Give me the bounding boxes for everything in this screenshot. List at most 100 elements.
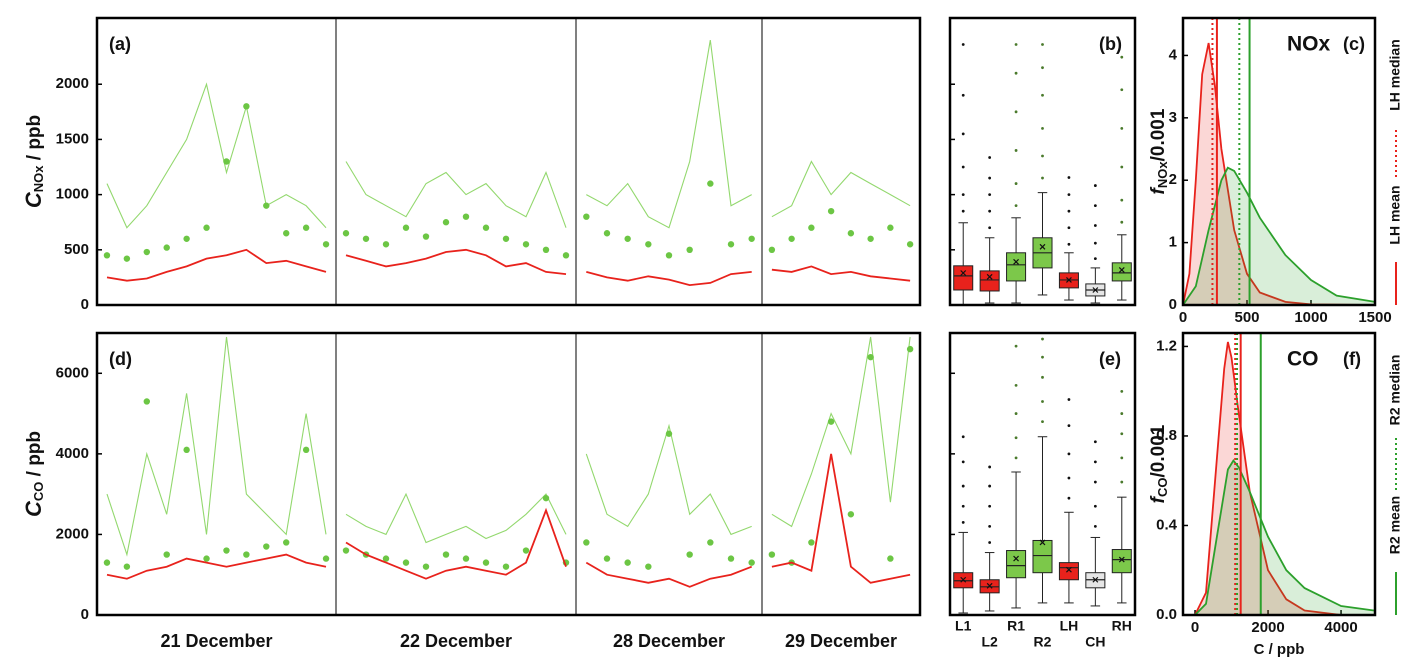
series-line: [106, 553, 327, 580]
data-point: [362, 235, 370, 242]
outlier: [1014, 43, 1018, 46]
outlier: [988, 504, 992, 508]
y-label-unit: /0.001: [1148, 108, 1169, 161]
y-label-symbol: f: [1148, 186, 1169, 194]
data-point: [788, 235, 795, 242]
outlier: [1093, 241, 1097, 245]
density-curve: [1194, 459, 1375, 616]
category-label: R2: [1034, 634, 1052, 650]
data-point: [583, 213, 590, 220]
outlier: [1041, 375, 1044, 379]
data-point: [542, 246, 550, 254]
data-point: [707, 180, 714, 187]
y-tick-label: 4: [1169, 46, 1178, 63]
outlier: [1014, 149, 1018, 152]
box: [1058, 562, 1079, 581]
outlier: [1067, 176, 1071, 179]
data-point: [342, 230, 350, 237]
data-point: [847, 230, 855, 237]
outlier: [1093, 440, 1097, 444]
series-line: [345, 161, 567, 228]
outlier: [961, 193, 965, 197]
y-axis-label: CCO / ppb: [21, 431, 47, 517]
outlier: [1014, 436, 1018, 440]
outlier: [1041, 93, 1044, 97]
data-point: [522, 547, 530, 554]
data-point: [645, 241, 652, 248]
outlier: [1120, 220, 1124, 224]
data-point: [665, 252, 673, 259]
mean-marker: [1013, 555, 1019, 562]
data-point: [143, 248, 150, 256]
panel-frame: [95, 16, 922, 307]
outlier: [1041, 400, 1044, 403]
outlier: [1014, 182, 1018, 185]
outlier: [1120, 480, 1124, 484]
data-point: [542, 494, 550, 502]
mean-marker: [1118, 266, 1125, 273]
mean-marker: [1066, 277, 1072, 283]
y-tick-label: 0.0: [1156, 606, 1177, 623]
data-point: [827, 418, 835, 425]
panel-label: (f): [1343, 349, 1361, 369]
series-line: [585, 423, 752, 536]
category-label: CH: [1085, 634, 1105, 650]
data-point: [143, 398, 150, 405]
box: [953, 265, 974, 291]
outlier: [1120, 55, 1124, 59]
data-point: [442, 551, 450, 558]
y-tick-label: 2000: [56, 75, 89, 92]
data-point: [322, 555, 330, 562]
panel-frame: [948, 331, 1137, 617]
outlier: [1120, 165, 1124, 169]
outlier: [1014, 71, 1018, 75]
outlier: [1093, 257, 1097, 261]
data-point: [665, 430, 673, 437]
mean-marker: [1118, 556, 1125, 563]
outlier: [988, 193, 992, 197]
box: [1111, 262, 1132, 282]
outlier: [1067, 424, 1071, 428]
data-point: [867, 235, 874, 242]
series-line: [771, 453, 911, 584]
data-point: [603, 230, 611, 237]
panel-label: (d): [109, 349, 132, 369]
outlier: [1120, 456, 1124, 460]
outlier: [988, 524, 992, 528]
day-label: 28 December: [613, 631, 725, 651]
outlier: [961, 43, 965, 46]
data-point: [887, 224, 894, 231]
y-tick-label: 1.2: [1156, 337, 1177, 354]
y-tick-label: 3: [1169, 109, 1177, 126]
outlier: [1067, 496, 1071, 500]
panel-frame: [1181, 16, 1377, 307]
panel-label: (e): [1099, 349, 1121, 369]
y-tick-label: 1000: [56, 186, 89, 203]
data-point: [624, 559, 631, 566]
mean-marker: [960, 576, 967, 583]
box: [1006, 252, 1027, 282]
data-point: [123, 255, 131, 262]
data-point: [748, 559, 755, 566]
legend-label: LH median: [1387, 39, 1403, 111]
series-line: [106, 336, 327, 557]
panel-title: CO: [1287, 348, 1319, 371]
outlier: [1014, 456, 1018, 460]
y-tick-label: 2000: [56, 525, 89, 542]
y-tick-label: 1500: [56, 130, 89, 147]
series-line: [345, 248, 567, 275]
data-point: [502, 563, 510, 570]
outlier: [1041, 176, 1044, 180]
outlier: [961, 504, 965, 508]
outlier: [1093, 480, 1097, 484]
x-tick-label: 500: [1234, 309, 1259, 326]
outlier: [1093, 224, 1097, 227]
outlier: [1014, 344, 1018, 348]
outlier: [961, 93, 965, 97]
outlier: [1041, 355, 1044, 359]
data-point: [382, 241, 390, 248]
density-area: [1195, 342, 1342, 615]
x-tick-label: 0: [1179, 309, 1187, 326]
panel-label: (c): [1343, 34, 1365, 54]
data-point: [768, 246, 776, 254]
